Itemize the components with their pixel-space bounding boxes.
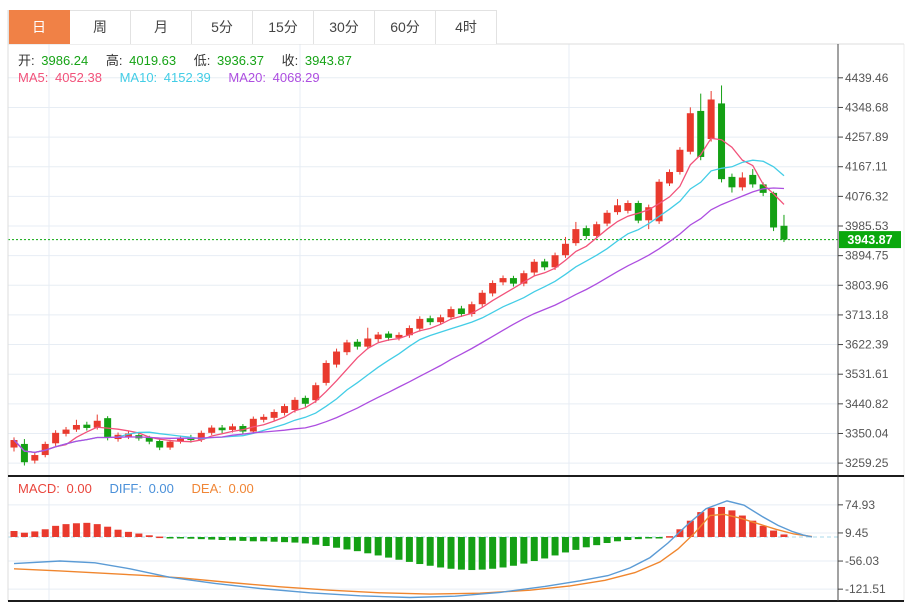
tab-timeframe-2[interactable]: 月 bbox=[131, 10, 192, 44]
tab-timeframe-7[interactable]: 4时 bbox=[436, 10, 497, 44]
tab-timeframe-0[interactable]: 日 bbox=[9, 10, 70, 44]
tab-timeframe-5[interactable]: 30分 bbox=[314, 10, 375, 44]
svg-text:3350.04: 3350.04 bbox=[845, 426, 889, 440]
low-label: 低: bbox=[193, 53, 211, 68]
svg-text:3531.61: 3531.61 bbox=[845, 367, 889, 381]
ma5-label: MA5: bbox=[18, 70, 49, 85]
ma5-value: 4052.38 bbox=[54, 70, 102, 85]
close-value: 3943.87 bbox=[304, 53, 352, 68]
ohlc-header: 开: 3986.24 高: 4019.63 低: 3936.37 收: 3943… bbox=[18, 50, 366, 69]
svg-text:4076.32: 4076.32 bbox=[845, 189, 889, 203]
ma20-label: MA20: bbox=[228, 70, 266, 85]
svg-text:3440.82: 3440.82 bbox=[845, 397, 889, 411]
svg-text:4257.89: 4257.89 bbox=[845, 130, 889, 144]
tab-timeframe-3[interactable]: 5分 bbox=[192, 10, 253, 44]
svg-text:3943.87: 3943.87 bbox=[847, 233, 892, 247]
macd-value: 0.00 bbox=[66, 481, 92, 496]
ma10-label: MA10: bbox=[119, 70, 158, 85]
svg-text:4439.46: 4439.46 bbox=[845, 71, 889, 85]
svg-text:3259.25: 3259.25 bbox=[845, 456, 889, 470]
svg-text:3803.96: 3803.96 bbox=[845, 278, 889, 292]
close-label: 收: bbox=[281, 53, 299, 68]
low-value: 3936.37 bbox=[217, 53, 264, 68]
macd-label: MACD: bbox=[18, 481, 60, 496]
svg-text:9.45: 9.45 bbox=[845, 526, 869, 540]
svg-text:-121.51: -121.51 bbox=[845, 582, 886, 596]
open-label: 开: bbox=[18, 53, 35, 68]
tab-timeframe-6[interactable]: 60分 bbox=[375, 10, 436, 44]
diff-value: 0.00 bbox=[148, 481, 174, 496]
tab-timeframe-4[interactable]: 15分 bbox=[253, 10, 314, 44]
svg-text:3894.75: 3894.75 bbox=[845, 249, 889, 263]
dea-value: 0.00 bbox=[228, 481, 254, 496]
open-value: 3986.24 bbox=[41, 53, 89, 68]
svg-text:4167.11: 4167.11 bbox=[845, 160, 888, 174]
timeframe-tabs: 日周月 5分 15分 30分 60分 4时 bbox=[8, 10, 497, 44]
macd-header: MACD: 0.00 DIFF: 0.00 DEA: 0.00 bbox=[18, 481, 268, 496]
tab-timeframe-1[interactable]: 周 bbox=[70, 10, 131, 44]
ma20-value: 4068.29 bbox=[272, 70, 320, 85]
svg-text:3713.18: 3713.18 bbox=[845, 308, 889, 322]
high-value: 4019.63 bbox=[129, 53, 177, 68]
svg-text:74.93: 74.93 bbox=[845, 498, 875, 512]
ma-header: MA5: 4052.38 MA10: 4152.39 MA20: 4068.29 bbox=[18, 70, 334, 85]
svg-text:3622.39: 3622.39 bbox=[845, 338, 889, 352]
diff-label: DIFF: bbox=[109, 481, 142, 496]
svg-text:4348.68: 4348.68 bbox=[845, 100, 889, 114]
high-label: 高: bbox=[105, 53, 123, 68]
dea-label: DEA: bbox=[191, 481, 222, 496]
ma10-value: 4152.39 bbox=[163, 70, 211, 85]
svg-text:3985.53: 3985.53 bbox=[845, 219, 889, 233]
svg-text:-56.03: -56.03 bbox=[845, 554, 879, 568]
